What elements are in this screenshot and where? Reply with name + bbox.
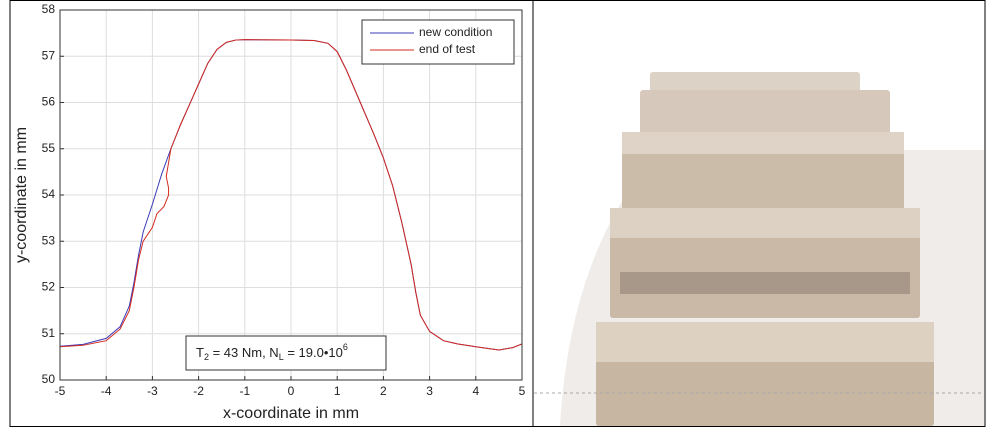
y-tick-label: 54: [42, 187, 56, 201]
x-tick-label: -5: [55, 384, 66, 398]
x-tick-label: -1: [239, 384, 250, 398]
annotation-subscript: L: [279, 352, 284, 362]
x-axis-label: x-coordinate in mm: [223, 405, 359, 422]
x-tick-label: -3: [147, 384, 158, 398]
y-tick-label: 55: [42, 141, 56, 155]
y-tick-label: 58: [42, 2, 56, 16]
y-tick-label: 51: [42, 326, 56, 340]
y-tick-label: 52: [42, 280, 56, 294]
x-tick-label: 5: [519, 384, 526, 398]
series-line: [59, 39, 523, 351]
legend: new condition end of test: [361, 19, 515, 65]
y-tick-label: 57: [42, 48, 56, 62]
annotation-box: T2 = 43 Nm, NL = 19.0•106: [185, 335, 387, 371]
x-tick-label: -2: [193, 384, 204, 398]
legend-label: end of test: [419, 42, 476, 56]
x-tick-label: 0: [288, 384, 295, 398]
annotation-part: = 19.0•10: [284, 345, 343, 360]
annotation: T2 = 43 Nm, NL = 19.0•106: [196, 342, 348, 362]
annotation-superscript: 6: [343, 342, 348, 352]
x-tick-label: 1: [334, 384, 341, 398]
x-tick-label: 4: [472, 384, 479, 398]
y-tick-label: 56: [42, 95, 56, 109]
gear-photo: [534, 1, 984, 426]
annotation-subscript: 2: [204, 352, 209, 362]
legend-label: new condition: [419, 25, 492, 39]
y-axis-label: y-coordinate in mm: [13, 127, 30, 263]
plot-frame: [59, 9, 523, 381]
y-tick-label: 53: [42, 233, 56, 247]
y-tick-label: 50: [42, 372, 56, 386]
annotation-part: = 43 Nm, N: [209, 345, 279, 360]
x-tick-label: 3: [426, 384, 433, 398]
x-tick-label: 2: [380, 384, 387, 398]
annotation-part: T: [196, 345, 204, 360]
x-tick-label: -4: [101, 384, 112, 398]
